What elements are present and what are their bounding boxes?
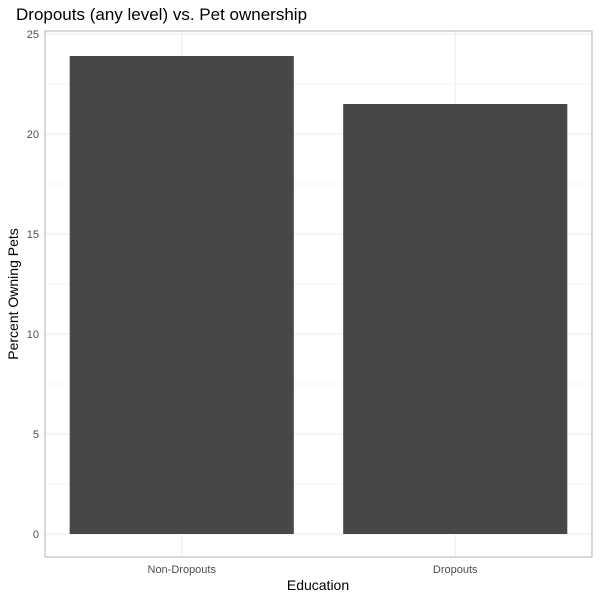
y-tick-label: 25: [27, 29, 39, 41]
bars: [69, 56, 568, 534]
y-tick-label: 0: [33, 529, 39, 541]
x-axis-ticks: Non-Dropouts Dropouts: [148, 564, 479, 576]
chart-title: Dropouts (any level) vs. Pet ownership: [16, 5, 307, 24]
y-tick-label: 15: [27, 229, 39, 241]
bar-dropouts: [343, 104, 568, 534]
panel-border: [44, 30, 593, 558]
y-axis-title: Percent Owning Pets: [5, 228, 21, 360]
y-tick-label: 10: [27, 329, 39, 341]
x-tick-label: Non-Dropouts: [148, 564, 217, 576]
bar-non-dropouts: [69, 56, 294, 534]
y-tick-label: 20: [27, 129, 39, 141]
y-axis-ticks: 0 5 10 15 20 25: [27, 29, 39, 541]
x-tick-label: Dropouts: [433, 564, 478, 576]
y-tick-label: 5: [33, 429, 39, 441]
x-axis-title: Education: [287, 577, 349, 593]
